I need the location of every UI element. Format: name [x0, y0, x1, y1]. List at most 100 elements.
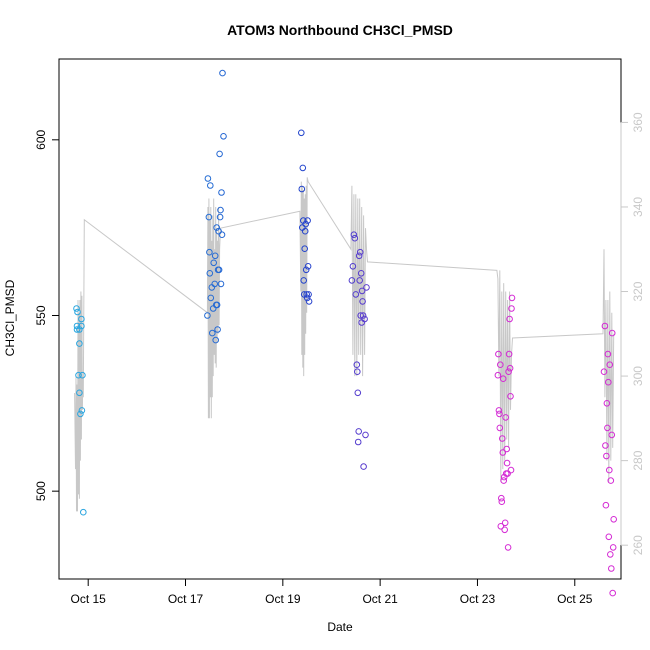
data-point: [601, 322, 609, 330]
data-point: [298, 129, 305, 137]
data-point: [79, 371, 86, 379]
data-point: [497, 523, 505, 530]
data-point: [354, 368, 361, 376]
data-point: [76, 326, 83, 333]
data-point: [301, 227, 309, 235]
data-point: [75, 371, 82, 379]
data-point: [303, 294, 311, 302]
data-point: [76, 340, 83, 347]
data-point: [604, 350, 612, 358]
data-point: [78, 322, 85, 330]
data-point: [78, 407, 86, 414]
data-point: [217, 206, 224, 214]
data-point: [350, 231, 358, 238]
x-tick-label: Oct 15: [71, 592, 107, 606]
y-tick-label: 500: [34, 481, 48, 501]
data-point: [357, 312, 365, 319]
y2-tick-label: 320: [631, 281, 645, 301]
data-point: [358, 287, 366, 295]
data-point: [207, 182, 214, 189]
data-point: [505, 368, 512, 376]
secondary-line-series: [74, 177, 615, 512]
data-point: [506, 364, 514, 372]
data-point: [498, 498, 506, 506]
data-point: [204, 175, 212, 182]
data-point: [600, 368, 608, 376]
data-point: [73, 305, 80, 312]
x-tick-label: Oct 23: [460, 592, 496, 606]
data-point: [302, 266, 310, 274]
plot-frame: [58, 58, 622, 580]
data-point: [305, 298, 313, 305]
data-point: [213, 301, 221, 309]
data-point: [76, 389, 83, 397]
data-point: [498, 494, 505, 502]
data-point: [506, 315, 513, 323]
data-point: [503, 459, 511, 467]
data-point: [360, 463, 367, 470]
y-axis-label: CH3Cl_PMSD: [3, 279, 17, 356]
data-point: [609, 589, 617, 597]
data-point: [507, 393, 514, 400]
data-point: [501, 519, 509, 527]
y2-tick-label: 360: [631, 112, 645, 132]
data-point: [495, 407, 503, 414]
data-point: [80, 508, 87, 516]
data-point: [213, 224, 220, 231]
y2-tick-label: 300: [631, 366, 645, 386]
data-point: [494, 371, 502, 379]
left-axis: 500 550 600: [34, 129, 60, 501]
data-point: [300, 277, 308, 284]
data-point: [204, 312, 211, 319]
data-point: [359, 298, 366, 305]
data-point: [349, 263, 357, 270]
data-point: [303, 291, 311, 298]
data-point: [602, 442, 609, 449]
data-point: [355, 252, 363, 260]
data-point: [508, 305, 515, 312]
data-point: [496, 424, 504, 432]
data-point: [354, 389, 362, 397]
data-point: [609, 544, 617, 551]
data-point: [500, 473, 508, 481]
data-point: [605, 378, 612, 386]
data-point: [355, 428, 363, 435]
scatter-points: [73, 69, 618, 597]
data-point: [299, 164, 307, 172]
data-point: [351, 234, 359, 242]
data-point: [359, 312, 367, 319]
data-point: [209, 329, 216, 337]
data-point: [214, 326, 221, 333]
data-point: [606, 466, 613, 474]
data-point: [206, 270, 214, 277]
right-axis: 260 280 300 320 340 360: [620, 112, 645, 555]
data-point: [504, 470, 511, 477]
data-point: [219, 69, 226, 77]
data-point: [497, 361, 504, 369]
data-point: [605, 533, 613, 541]
data-point: [301, 245, 309, 252]
y-tick-label: 550: [34, 305, 48, 325]
data-point: [502, 414, 510, 421]
data-point: [608, 329, 616, 337]
data-point: [499, 375, 507, 383]
data-point: [304, 217, 311, 224]
data-point: [357, 270, 365, 277]
data-point: [607, 551, 614, 558]
data-point: [607, 477, 615, 484]
data-point: [216, 150, 223, 158]
data-point: [206, 248, 213, 256]
data-point: [507, 466, 515, 474]
y2-tick-label: 260: [631, 535, 645, 555]
y2-tick-label: 340: [631, 197, 645, 217]
data-point: [305, 291, 312, 298]
data-point: [356, 248, 364, 256]
y2-tick-label: 280: [631, 450, 645, 470]
x-tick-label: Oct 21: [362, 592, 398, 606]
x-tick-label: Oct 19: [265, 592, 301, 606]
data-point: [78, 315, 85, 323]
data-point: [302, 220, 310, 228]
data-point: [74, 308, 81, 316]
data-point: [304, 263, 312, 270]
data-point: [220, 133, 227, 140]
